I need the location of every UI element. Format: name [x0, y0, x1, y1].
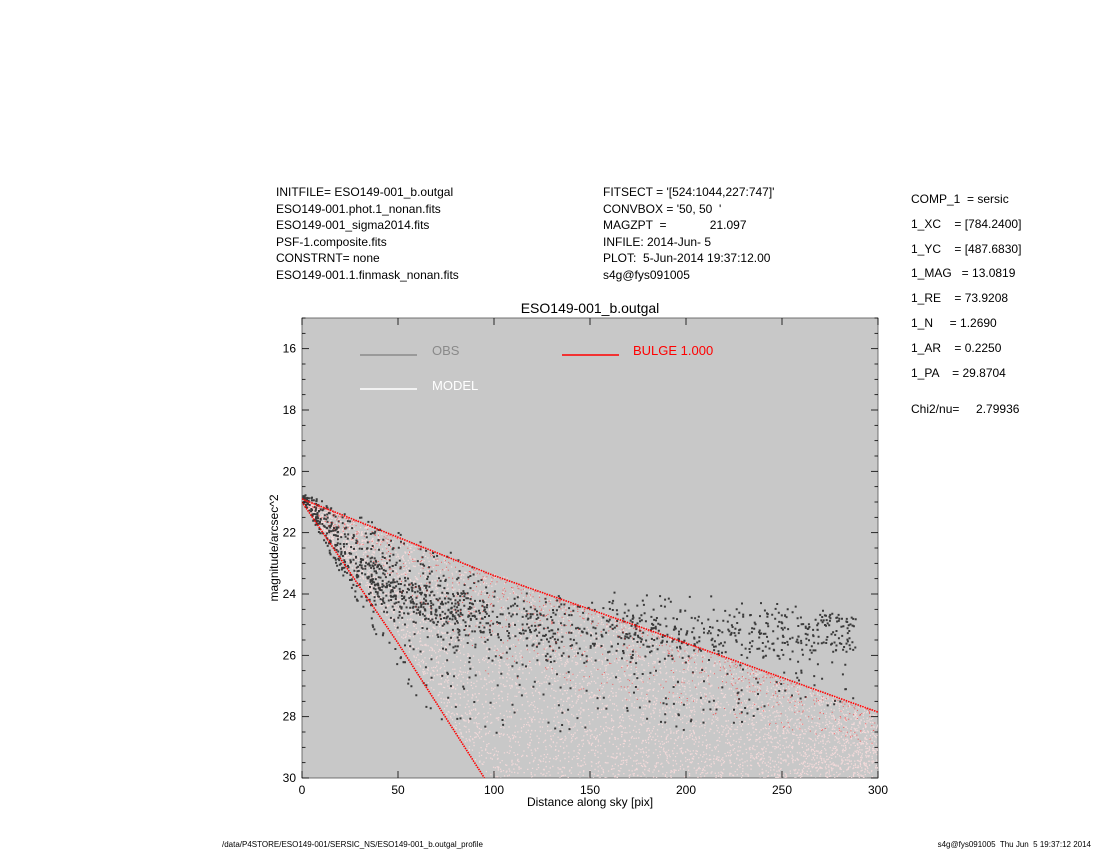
header-left-line: ESO149-001.1.finmask_nonan.fits — [276, 267, 459, 282]
y-tick-label: 18 — [283, 403, 297, 417]
x-tick-label: 0 — [299, 783, 306, 797]
x-tick-label: 50 — [391, 783, 405, 797]
param-chi2: Chi2/nu= 2.79936 — [911, 402, 1020, 417]
header-mid-line: s4g@fys091005 — [603, 267, 690, 282]
header-mid-line: PLOT: 5-Jun-2014 19:37:12.00 — [603, 251, 771, 265]
footer-path: /data/P4STORE/ESO149-001/SERSIC_NS/ESO14… — [222, 840, 483, 849]
model-points — [302, 499, 878, 778]
header-mid-line: FITSECT = '[524:1044,227:747]' — [603, 185, 775, 199]
legend-model-label: MODEL — [432, 378, 478, 393]
legend-obs-label: OBS — [432, 343, 460, 358]
legend: OBS MODEL BULGE 1.000 — [360, 343, 713, 393]
param-pa: 1_PA = 29.8704 — [911, 365, 1006, 380]
y-tick-label: 22 — [283, 526, 297, 540]
header-left-line: ESO149-001.phot.1_nonan.fits — [276, 201, 441, 216]
bulge-series — [302, 498, 878, 778]
header-left-line: PSF-1.composite.fits — [276, 234, 387, 249]
header-left-line: CONSTRNT= none — [276, 251, 380, 265]
y-tick-label: 26 — [283, 648, 297, 662]
x-tick-label: 150 — [580, 783, 600, 797]
x-axis-label: Distance along sky [pix] — [527, 795, 653, 809]
x-tick-label: 100 — [484, 783, 504, 797]
model-series — [302, 499, 878, 778]
param-comp: COMP_1 = sersic — [911, 192, 1009, 206]
header-file-info: INITFILE= ESO149-001_b.outgal ESO149-001… — [276, 184, 459, 283]
y-tick-label: 20 — [283, 464, 297, 478]
header-left-line: ESO149-001_sigma2014.fits — [276, 218, 430, 232]
x-tick-label: 200 — [676, 783, 696, 797]
param-xc: 1_XC = [784.2400] — [911, 216, 1022, 231]
header-left-line: INITFILE= ESO149-001_b.outgal — [276, 185, 454, 199]
legend-bulge-label: BULGE 1.000 — [633, 343, 713, 358]
header-mid-line: MAGZPT = 21.097 — [603, 218, 747, 232]
x-tick-label: 300 — [868, 783, 888, 797]
param-n: 1_N = 1.2690 — [911, 315, 997, 330]
bulge-lower-edge — [302, 501, 486, 778]
param-re: 1_RE = 73.9208 — [911, 291, 1009, 306]
param-ar: 1_AR = 0.2250 — [911, 340, 1002, 355]
chart-title: ESO149-001_b.outgal — [521, 300, 660, 316]
data-points — [302, 494, 878, 778]
header-fit-info: FITSECT = '[524:1044,227:747]' CONVBOX =… — [603, 184, 774, 283]
footer-timestamp: s4g@fys091005 Thu Jun 5 19:37:12 2014 — [937, 840, 1091, 849]
param-mag: 1_MAG = 13.0819 — [911, 266, 1016, 281]
x-tick-label: 250 — [772, 783, 792, 797]
param-yc: 1_YC = [487.6830] — [911, 241, 1022, 256]
y-axis-label: magnitude/arcsec^2 — [267, 494, 281, 601]
y-tick-label: 16 — [283, 342, 297, 356]
header-mid-line: INFILE: 2014-Jun- 5 — [603, 234, 712, 249]
header-mid-line: CONVBOX = '50, 50 ' — [603, 201, 722, 216]
header-parameters: COMP_1 = sersic 1_XC = [784.2400] 1_YC =… — [911, 191, 1021, 426]
y-tick-label: 24 — [283, 587, 297, 601]
y-tick-label: 28 — [283, 710, 297, 724]
axes: 0 50 100 150 200 250 300 16 18 20 22 24 26 28 30 — [283, 317, 888, 797]
y-tick-label: 30 — [283, 771, 297, 785]
